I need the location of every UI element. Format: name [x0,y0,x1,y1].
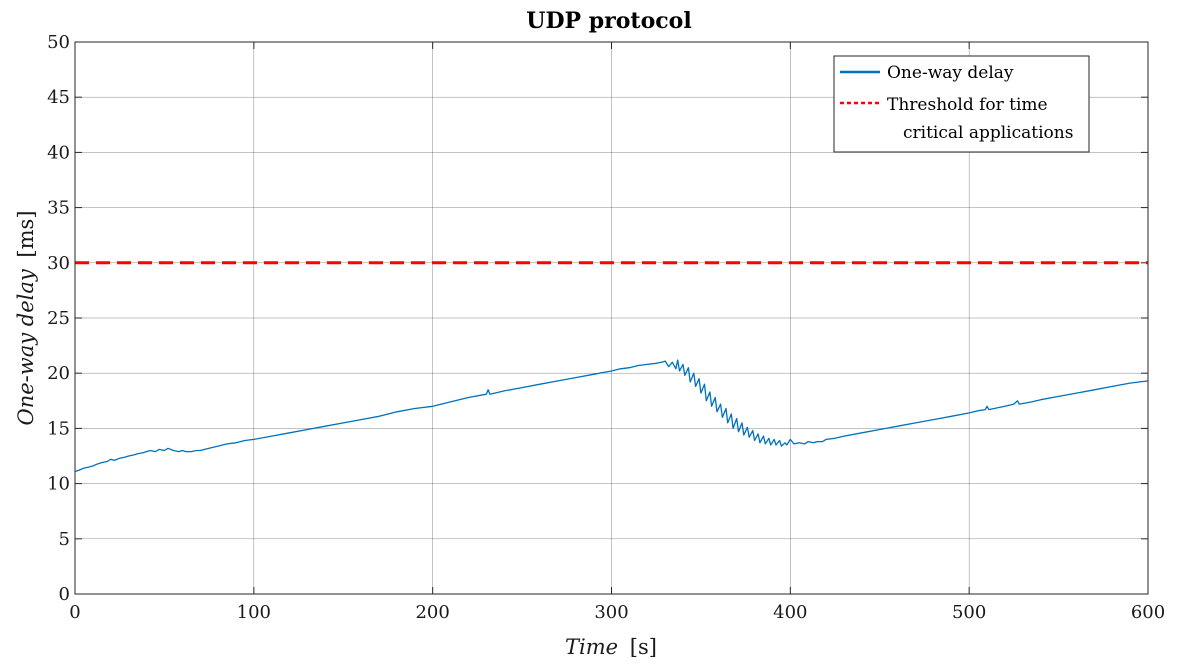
x-tick-label: 200 [415,602,449,623]
y-tick-label: 30 [47,253,70,274]
y-tick-label: 45 [47,87,70,108]
x-axis-label-main: Time [565,635,618,659]
x-tick-label: 400 [773,602,807,623]
legend-label-threshold-line2: critical applications [903,123,1073,143]
x-tick-label: 600 [1131,602,1165,623]
y-tick-label: 20 [47,363,70,384]
y-tick-label: 40 [47,142,70,163]
y-tick-label: 25 [47,308,70,329]
y-axis-label-unit: [ms] [14,210,38,257]
legend: One-way delay Threshold for time critica… [833,55,1090,153]
x-axis-label-unit: [s] [630,635,657,659]
y-tick-label: 10 [47,474,70,495]
legend-label-one-way-delay: One-way delay [887,63,1014,83]
y-tick-labels: 0 5 10 15 20 25 30 35 40 45 50 [47,32,70,605]
y-tick-label: 50 [47,32,70,53]
y-tick-label: 0 [59,584,70,605]
x-axis-label: Time [s] [565,635,657,659]
plot-frame [74,41,1149,595]
x-tick-label: 100 [237,602,271,623]
grid-lines [74,41,1149,595]
y-tick-label: 5 [59,529,70,550]
x-tick-label: 300 [594,602,628,623]
y-tick-label: 15 [47,418,70,439]
y-tick-label: 35 [47,198,70,219]
x-tick-label: 500 [952,602,986,623]
one-way-delay-line [74,359,1149,473]
legend-label-threshold-line1: Threshold for time [887,95,1048,115]
chart-title: UDP protocol [526,8,691,34]
x-tick-labels: 0 100 200 300 400 500 600 [69,602,1165,623]
x-tick-label: 0 [69,602,80,623]
y-axis-label-main: One-way delay [14,268,38,425]
y-axis-label: One-way delay [ms] [14,210,38,425]
